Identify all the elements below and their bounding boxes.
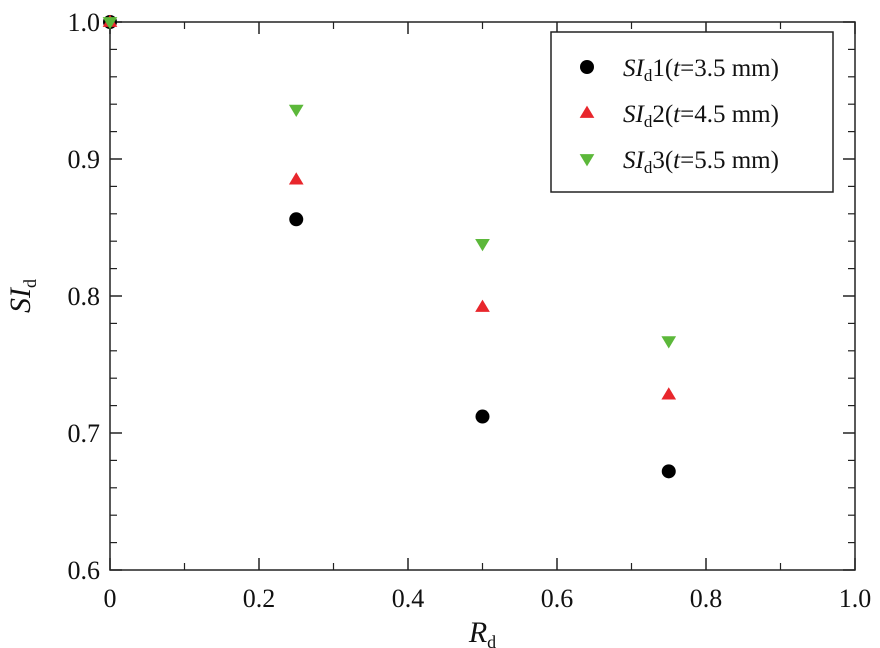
- data-point-triangle-up: [661, 387, 677, 400]
- legend-label: SId2(t=4.5 mm): [623, 101, 779, 131]
- data-point-circle: [475, 409, 490, 424]
- y-tick-label: 0.8: [68, 282, 101, 311]
- x-tick-label: 0.8: [690, 584, 723, 613]
- legend-item: SId2(t=4.5 mm): [579, 101, 779, 131]
- data-points: [102, 14, 677, 479]
- data-point-triangle-up: [475, 299, 490, 312]
- series-3: [102, 17, 677, 349]
- data-point-triangle-down: [102, 17, 118, 30]
- data-point-triangle-down: [661, 336, 677, 349]
- y-tick-label: 0.7: [68, 419, 101, 448]
- x-tick-label: 0: [104, 584, 117, 613]
- x-tick-label: 0.4: [392, 584, 425, 613]
- legend-label: SId3(t=5.5 mm): [623, 147, 779, 177]
- data-point-triangle-up: [288, 172, 304, 185]
- legend-marker-circle: [580, 60, 594, 74]
- data-point-triangle-down: [288, 104, 304, 118]
- data-point-circle: [661, 464, 676, 479]
- legend-label: SId1(t=3.5 mm): [623, 55, 779, 85]
- data-point-triangle-down: [475, 239, 490, 252]
- x-axis: 0 0.2 0.4 0.6 0.8 1.0: [104, 22, 872, 613]
- x-tick-label: 0.2: [243, 584, 276, 613]
- legend-marker-triangle-up: [579, 105, 595, 118]
- x-tick-label: 0.6: [541, 584, 574, 613]
- y-axis-title: SId: [4, 279, 40, 313]
- legend-marker-triangle-down: [579, 154, 595, 167]
- x-tick-label: 1.0: [839, 584, 872, 613]
- legend-item: SId3(t=5.5 mm): [579, 147, 779, 177]
- data-point-circle: [289, 212, 304, 227]
- legend-item: SId1(t=3.5 mm): [580, 55, 779, 85]
- x-axis-title: Rd: [468, 616, 496, 648]
- y-tick-label: 0.9: [68, 145, 101, 174]
- legend: SId1(t=3.5 mm) SId2(t=4.5 mm) SId3(t=5.5 m…: [550, 31, 834, 193]
- y-tick-label: 0.6: [68, 556, 101, 585]
- legend-box: [550, 31, 834, 193]
- y-tick-label: 1.0: [68, 8, 101, 37]
